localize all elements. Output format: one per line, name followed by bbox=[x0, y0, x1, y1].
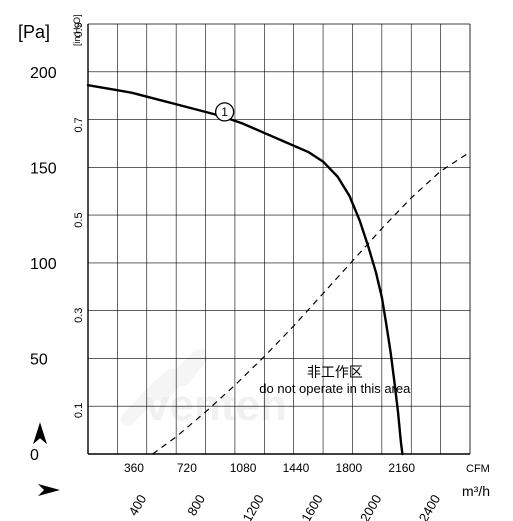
ytick-pa: 200 bbox=[30, 65, 57, 82]
ytick-pa: 0 bbox=[30, 447, 39, 464]
curve-marker-label: 1 bbox=[221, 105, 228, 119]
xtick-m3h: 1200 bbox=[239, 492, 266, 521]
arrow-right-icon bbox=[38, 484, 60, 496]
xtick-cfm: 360 bbox=[124, 461, 144, 475]
ytick-inh2o: 0.7 bbox=[73, 117, 85, 132]
ytick-pa: 50 bbox=[30, 351, 48, 368]
xtick-m3h: 2000 bbox=[357, 492, 384, 521]
xtick-cfm: 2160 bbox=[388, 461, 415, 475]
xtick-cfm: 720 bbox=[177, 461, 197, 475]
xtick-cfm: 1800 bbox=[336, 461, 363, 475]
xtick-m3h: 400 bbox=[126, 492, 150, 518]
x-unit-cfm: CFM bbox=[466, 463, 490, 475]
y-axis-label-pa: [Pa] bbox=[18, 22, 50, 42]
xtick-cfm: 1080 bbox=[230, 461, 257, 475]
ytick-inh2o: 0.9 bbox=[73, 22, 85, 37]
ytick-inh2o: 0.5 bbox=[73, 212, 85, 227]
fan-curve-chart: venteh[Pa][in.H₂O]0501001502000.10.30.50… bbox=[0, 0, 513, 521]
annotation-cn: 非工作区 bbox=[307, 364, 363, 380]
ytick-inh2o: 0.1 bbox=[73, 403, 85, 418]
annotation-en: do not operate in this area bbox=[259, 381, 411, 396]
ytick-pa: 150 bbox=[30, 160, 57, 177]
xtick-m3h: 1600 bbox=[298, 492, 325, 521]
ytick-inh2o: 0.3 bbox=[73, 308, 85, 323]
xtick-cfm: 1440 bbox=[283, 461, 310, 475]
arrow-up-icon bbox=[33, 422, 47, 444]
x-unit-m3h: m³/h bbox=[462, 483, 490, 499]
ytick-pa: 100 bbox=[30, 256, 57, 273]
chart-svg: venteh[Pa][in.H₂O]0501001502000.10.30.50… bbox=[0, 0, 513, 521]
xtick-m3h: 800 bbox=[184, 492, 208, 518]
xtick-m3h: 2400 bbox=[416, 492, 443, 521]
